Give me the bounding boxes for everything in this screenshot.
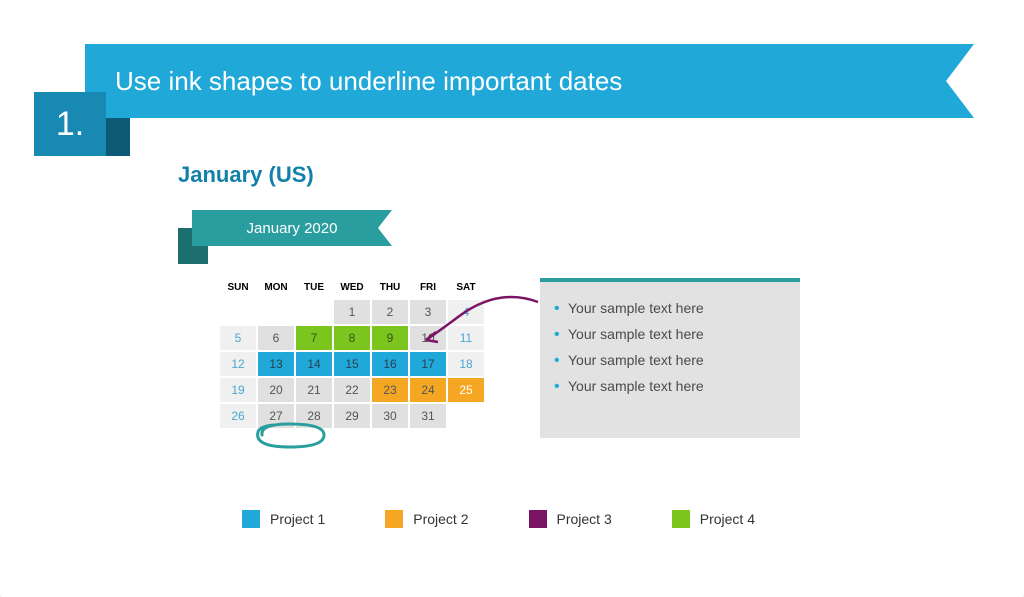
- calendar-cell: 3: [409, 299, 447, 325]
- calendar-cell: [219, 299, 257, 325]
- calendar-cell: [295, 299, 333, 325]
- calendar-header: WED: [333, 277, 371, 299]
- calendar-cell: 10: [409, 325, 447, 351]
- legend-swatch: [242, 510, 260, 528]
- legend-item: Project 1: [242, 510, 325, 528]
- calendar-body: 1234567891011121314151617181920212223242…: [219, 299, 485, 429]
- calendar-cell: 9: [371, 325, 409, 351]
- calendar-cell: 22: [333, 377, 371, 403]
- calendar-ribbon-label: January 2020: [192, 210, 392, 246]
- calendar-cell: 24: [409, 377, 447, 403]
- calendar-cell: 19: [219, 377, 257, 403]
- slide-title: Use ink shapes to underline important da…: [115, 66, 622, 97]
- legend-label: Project 2: [413, 511, 468, 527]
- calendar-cell: 17: [409, 351, 447, 377]
- calendar-cell: 25: [447, 377, 485, 403]
- calendar-cell: 13: [257, 351, 295, 377]
- slide: Use ink shapes to underline important da…: [0, 0, 1024, 597]
- legend-label: Project 3: [557, 511, 612, 527]
- notes-box: Your sample text here Your sample text he…: [540, 278, 800, 438]
- calendar-cell: 21: [295, 377, 333, 403]
- calendar-header: SAT: [447, 277, 485, 299]
- calendar-cell: 14: [295, 351, 333, 377]
- calendar-row: 1234: [219, 299, 485, 325]
- calendar-cell: 11: [447, 325, 485, 351]
- calendar-cell: 28: [295, 403, 333, 429]
- note-item: Your sample text here: [554, 326, 786, 342]
- calendar-cell: 12: [219, 351, 257, 377]
- note-item: Your sample text here: [554, 352, 786, 368]
- calendar-cell: 1: [333, 299, 371, 325]
- legend-swatch: [385, 510, 403, 528]
- calendar-header: THU: [371, 277, 409, 299]
- legend-swatch: [529, 510, 547, 528]
- calendar-cell: 18: [447, 351, 485, 377]
- calendar-header-row: SUNMONTUEWEDTHUFRISAT: [219, 277, 485, 299]
- calendar-cell: 7: [295, 325, 333, 351]
- title-ribbon: Use ink shapes to underline important da…: [85, 44, 974, 118]
- calendar-cell: 6: [257, 325, 295, 351]
- calendar-row: 567891011: [219, 325, 485, 351]
- calendar-cell: 15: [333, 351, 371, 377]
- note-item: Your sample text here: [554, 300, 786, 316]
- number-fold: [106, 118, 130, 156]
- legend-swatch: [672, 510, 690, 528]
- legend: Project 1 Project 2 Project 3 Project 4: [242, 510, 755, 528]
- calendar-cell: 2: [371, 299, 409, 325]
- calendar-cell: 8: [333, 325, 371, 351]
- legend-item: Project 4: [672, 510, 755, 528]
- calendar-header: FRI: [409, 277, 447, 299]
- calendar-cell: 30: [371, 403, 409, 429]
- calendar-header: TUE: [295, 277, 333, 299]
- subtitle: January (US): [178, 162, 314, 188]
- legend-label: Project 1: [270, 511, 325, 527]
- calendar-header: SUN: [219, 277, 257, 299]
- calendar-row: 12131415161718: [219, 351, 485, 377]
- legend-label: Project 4: [700, 511, 755, 527]
- note-item: Your sample text here: [554, 378, 786, 394]
- calendar-cell: 20: [257, 377, 295, 403]
- calendar-cell: 26: [219, 403, 257, 429]
- legend-item: Project 2: [385, 510, 468, 528]
- slide-number: 1.: [34, 92, 106, 156]
- calendar-cell: [447, 403, 485, 429]
- legend-item: Project 3: [529, 510, 612, 528]
- calendar-header: MON: [257, 277, 295, 299]
- calendar-row: 262728293031: [219, 403, 485, 429]
- calendar-cell: 29: [333, 403, 371, 429]
- calendar-cell: 27: [257, 403, 295, 429]
- notes-list: Your sample text here Your sample text he…: [554, 300, 786, 394]
- calendar-cell: 5: [219, 325, 257, 351]
- calendar-cell: 31: [409, 403, 447, 429]
- calendar-cell: 4: [447, 299, 485, 325]
- calendar-row: 19202122232425: [219, 377, 485, 403]
- calendar: SUNMONTUEWEDTHUFRISAT 123456789101112131…: [218, 276, 486, 430]
- title-ribbon-bg: Use ink shapes to underline important da…: [85, 44, 974, 118]
- calendar-cell: 16: [371, 351, 409, 377]
- calendar-cell: 23: [371, 377, 409, 403]
- calendar-cell: [257, 299, 295, 325]
- calendar-ribbon: January 2020: [178, 210, 388, 250]
